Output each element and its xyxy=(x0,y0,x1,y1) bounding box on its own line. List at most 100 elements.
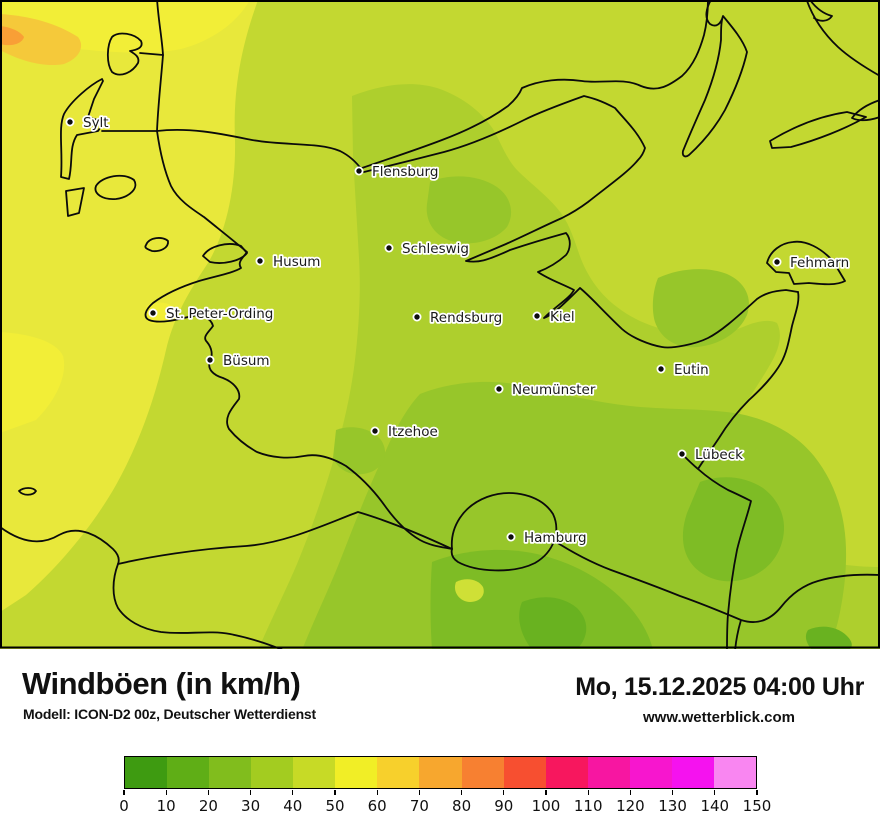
city-marker-fehmarn: Fehmarn xyxy=(772,253,851,273)
city-label-st-peter-ording: St. Peter-Ording xyxy=(166,306,273,322)
roemoe-causeway xyxy=(139,52,164,56)
legend-label-80: 80 xyxy=(452,797,472,815)
city-marker-schleswig: Schleswig xyxy=(384,239,471,259)
legend-tick-100 xyxy=(545,790,547,795)
model-info: Modell: ICON-D2 00z, Deutscher Wetterdie… xyxy=(23,706,316,722)
wind-gust-map: Sylt Flensburg Husum Schleswig St. Peter-Ord… xyxy=(0,0,880,649)
roemoe-island xyxy=(106,32,143,76)
legend-segment-40-50 xyxy=(293,757,336,788)
legend-tick-50 xyxy=(334,790,336,795)
legend-tick-140 xyxy=(714,790,716,795)
city-marker-itzehoe: Itzehoe xyxy=(370,422,440,442)
footer: Windböen (in km/h) Modell: ICON-D2 00z, … xyxy=(0,649,880,830)
flensburg-fjord-north-shore xyxy=(361,0,709,169)
sylt-island xyxy=(60,78,105,180)
wind-speed-shading xyxy=(0,0,880,649)
legend-label-40: 40 xyxy=(283,797,303,815)
city-dot-fehmarn xyxy=(772,257,782,267)
city-dot-st-peter-ording xyxy=(148,308,158,318)
legend-label-150: 150 xyxy=(742,797,772,815)
baltic-coast xyxy=(363,95,799,349)
legend-tick-120 xyxy=(629,790,632,795)
city-label-flensburg: Flensburg xyxy=(372,164,438,180)
danish-border xyxy=(156,128,363,171)
city-label-husum: Husum xyxy=(273,254,320,270)
legend-label-110: 110 xyxy=(573,797,603,815)
city-dot-itzehoe xyxy=(370,426,380,436)
city-label-hamburg: Hamburg xyxy=(524,530,587,546)
legend-label-120: 120 xyxy=(616,797,645,815)
legend-segment-130-140 xyxy=(671,757,714,788)
legend-tick-150 xyxy=(756,790,758,795)
coastlines-and-borders xyxy=(0,0,880,649)
als-island xyxy=(681,0,748,158)
city-dot-luebeck xyxy=(677,449,687,459)
legend-segment-60-70 xyxy=(377,757,420,788)
legend-label-140: 140 xyxy=(700,797,730,815)
city-label-eutin: Eutin xyxy=(674,362,709,378)
foehr-island xyxy=(94,174,137,200)
legend-label-30: 30 xyxy=(241,797,261,815)
city-label-luebeck: Lübeck xyxy=(695,447,743,463)
city-marker-eutin: Eutin xyxy=(656,360,710,380)
legend-segment-100-110 xyxy=(545,757,588,788)
city-dot-eutin xyxy=(656,364,666,374)
legend-label-50: 50 xyxy=(325,797,345,815)
city-label-itzehoe: Itzehoe xyxy=(388,424,438,440)
legend-segment-80-90 xyxy=(461,757,504,788)
aeroe-island xyxy=(769,111,867,149)
amrum-island xyxy=(65,187,85,217)
city-dot-hamburg xyxy=(506,532,516,542)
city-dot-rendsburg xyxy=(412,312,422,322)
pellworm-island xyxy=(144,237,169,253)
city-label-buesum: Büsum xyxy=(223,353,270,369)
legend-segment-110-120 xyxy=(587,757,630,788)
langeland-coast xyxy=(851,99,880,122)
west-coast-and-elbe-north xyxy=(144,130,453,550)
legend-tick-30 xyxy=(249,790,252,795)
city-label-schleswig: Schleswig xyxy=(402,241,469,257)
city-label-rendsburg: Rendsburg xyxy=(430,310,502,326)
city-marker-luebeck: Lübeck xyxy=(677,445,745,465)
city-marker-kiel: Kiel xyxy=(532,307,576,327)
legend-tick-40 xyxy=(292,790,294,795)
legend-label-130: 130 xyxy=(658,797,687,815)
legend-segment-70-80 xyxy=(419,757,462,788)
legend-label-0: 0 xyxy=(119,797,129,815)
city-markers: Sylt Flensburg Husum Schleswig St. Peter-Ord… xyxy=(65,113,851,548)
legend-tick-70 xyxy=(418,790,421,795)
legend-label-20: 20 xyxy=(198,797,218,815)
legend-tick-0 xyxy=(123,790,125,795)
legend-label-100: 100 xyxy=(531,797,561,815)
map-frame xyxy=(0,0,880,649)
city-dot-sylt xyxy=(65,117,75,127)
legend-tick-80 xyxy=(460,790,463,795)
legend-tick-90 xyxy=(503,790,505,795)
legend-tick-10 xyxy=(165,790,167,795)
city-marker-flensburg: Flensburg xyxy=(354,162,440,182)
legend-segment-140-150 xyxy=(713,757,756,788)
legend-label-10: 10 xyxy=(156,797,176,815)
city-marker-sylt: Sylt xyxy=(65,113,110,133)
neuwerk-island xyxy=(18,487,37,496)
map-canvas: Sylt Flensburg Husum Schleswig St. Peter-Ord… xyxy=(0,0,880,649)
map-title: Windböen (in km/h) xyxy=(22,666,301,701)
city-marker-buesum: Büsum xyxy=(205,351,271,371)
legend-label-90: 90 xyxy=(494,797,514,815)
city-label-kiel: Kiel xyxy=(550,309,575,325)
city-marker-neumuenster: Neumünster xyxy=(494,380,598,400)
city-marker-st-peter-ording: St. Peter-Ording xyxy=(148,304,275,324)
city-label-fehmarn: Fehmarn xyxy=(790,255,849,271)
elbe-south-shore xyxy=(0,511,453,565)
fehmarn-island xyxy=(766,240,846,286)
legend-segment-10-20 xyxy=(167,757,210,788)
legend-segment-50-60 xyxy=(335,757,378,788)
city-marker-husum: Husum xyxy=(255,252,322,272)
legend-segment-120-130 xyxy=(629,757,672,788)
legend-tick-60 xyxy=(376,790,378,795)
city-marker-hamburg: Hamburg xyxy=(506,528,588,548)
legend-tick-130 xyxy=(671,790,674,795)
city-dot-husum xyxy=(255,256,265,266)
website-url: www.wetterblick.com xyxy=(643,709,795,726)
